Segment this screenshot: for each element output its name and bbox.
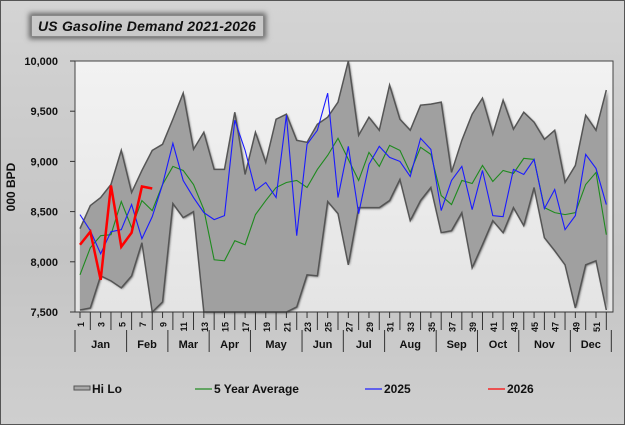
legend-label: 2026 [507, 382, 534, 396]
y-tick-label: 8,000 [30, 257, 58, 269]
legend-swatch [73, 385, 91, 391]
month-label: Aug [400, 339, 421, 351]
x-tick-label: 39 [468, 322, 478, 332]
month-label: Dec [581, 339, 601, 351]
x-tick-label: 35 [427, 322, 437, 332]
y-tick-label: 9,500 [30, 106, 58, 118]
legend-item: Hi Lo [73, 382, 122, 396]
x-tick-label: 47 [551, 322, 561, 332]
legend-label: Hi Lo [92, 382, 122, 396]
legend-label: 5 Year Average [214, 382, 299, 396]
x-tick-label: 21 [282, 322, 292, 332]
x-tick-label: 25 [324, 322, 334, 332]
legend-item: 2026 [488, 382, 534, 396]
month-label: Oct [489, 339, 508, 351]
x-tick-label: 23 [303, 322, 313, 332]
x-tick-label: 37 [448, 322, 458, 332]
x-tick-label: 5 [117, 322, 127, 327]
x-tick-label: 49 [571, 322, 581, 332]
month-label: Jan [91, 339, 110, 351]
x-tick-label: 31 [386, 322, 396, 332]
series-line-5-year-average [79, 137, 607, 276]
x-tick-label: 3 [97, 322, 107, 327]
month-label: May [265, 339, 287, 351]
x-tick-label: 33 [406, 322, 416, 332]
month-label: Jun [313, 339, 333, 351]
legend-item: 2025 [365, 382, 411, 396]
x-tick-label: 19 [262, 322, 272, 332]
y-tick-label: 7,500 [30, 307, 58, 319]
x-tick-label: 17 [241, 322, 251, 332]
x-tick-label: 9 [159, 322, 169, 327]
legend-label: 2025 [384, 382, 411, 396]
x-tick-label: 51 [592, 322, 602, 332]
x-tick-label: 1 [76, 322, 86, 327]
chart-title: US Gasoline Demand 2021-2026 [38, 18, 257, 34]
y-tick-label: 8,500 [30, 207, 58, 219]
month-label: Feb [137, 339, 157, 351]
x-tick-label: 27 [344, 322, 354, 332]
chart-title-box: US Gasoline Demand 2021-2026 [31, 15, 264, 37]
y-tick-label: 9,000 [30, 156, 58, 168]
x-tick-label: 29 [365, 322, 375, 332]
x-tick-label: 7 [138, 322, 148, 327]
series-line-2026 [79, 185, 153, 281]
month-label: Nov [534, 339, 556, 351]
month-label: Jul [356, 339, 372, 351]
x-tick-label: 41 [489, 322, 499, 332]
month-label: Mar [179, 339, 199, 351]
series-line-2025 [79, 92, 607, 256]
month-label: Apr [220, 339, 240, 351]
x-tick-label: 43 [509, 322, 519, 332]
y-axis-label: 000 BPD [4, 162, 18, 211]
x-tick-label: 13 [200, 322, 210, 332]
month-label: Sep [447, 339, 467, 351]
x-tick-label: 45 [530, 322, 540, 332]
legend-item: 5 Year Average [195, 382, 299, 396]
y-tick-label: 10,000 [24, 56, 58, 68]
x-tick-label: 11 [179, 322, 189, 332]
hilo-low-edge [79, 177, 608, 314]
x-tick-label: 15 [220, 322, 230, 332]
hilo-high-edge [79, 60, 608, 229]
